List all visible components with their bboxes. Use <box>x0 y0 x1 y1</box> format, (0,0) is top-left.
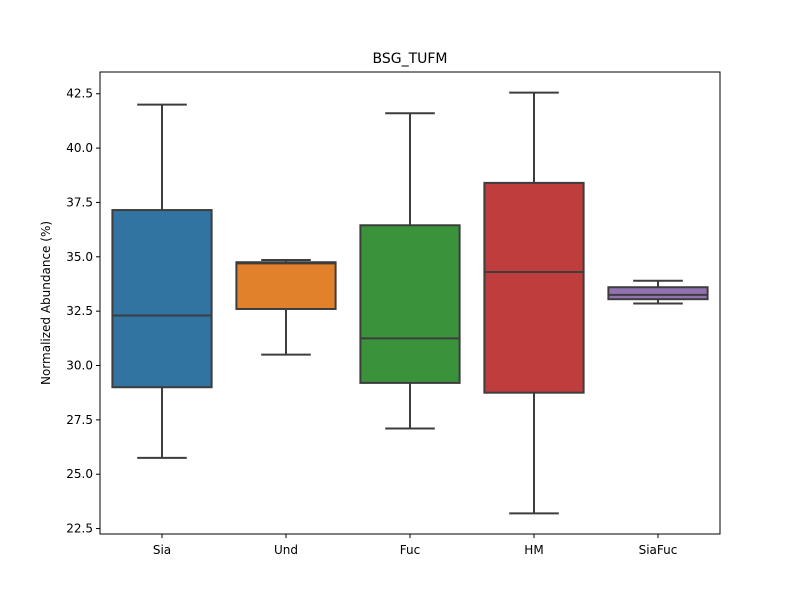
x-tick-label: Sia <box>153 543 171 557</box>
y-tick-label: 37.5 <box>66 195 93 209</box>
y-tick-label: 32.5 <box>66 304 93 318</box>
chart-title: BSG_TUFM <box>372 51 447 67</box>
x-tick-label: SiaFuc <box>639 543 678 557</box>
box-sia <box>111 209 213 389</box>
y-axis-label: Normalized Abundance (%) <box>39 221 53 385</box>
y-tick-label: 22.5 <box>66 522 93 536</box>
box-fuc <box>359 224 461 384</box>
plot-frame <box>99 71 721 535</box>
y-tick-label: 35.0 <box>66 250 93 264</box>
plot-area: 22.5 25.0 27.5 30.0 32.5 35.0 37.5 40.0 42.5 Sia U… <box>66 71 721 557</box>
y-tick-label: 25.0 <box>66 467 93 481</box>
y-tick-label: 27.5 <box>66 413 93 427</box>
y-tick-label: 42.5 <box>66 87 93 101</box>
box-siafuc <box>607 286 709 301</box>
box-hm <box>483 181 585 394</box>
x-tick-label: Fuc <box>400 543 420 557</box>
y-tick-label: 30.0 <box>66 359 93 373</box>
y-tick-label: 40.0 <box>66 141 93 155</box>
x-tick-label: HM <box>524 543 543 557</box>
x-tick-label: Und <box>274 543 298 557</box>
box-und <box>235 261 337 310</box>
